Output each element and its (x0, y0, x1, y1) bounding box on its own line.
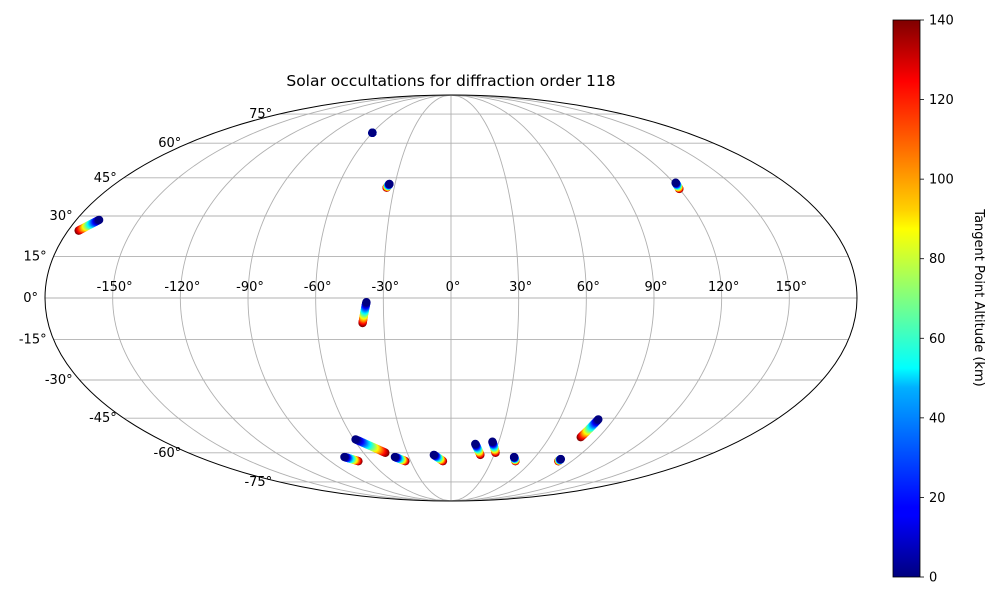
colorbar: 0 20 40 60 80 100 120 140 Tangent Point Altitud… (892, 14, 986, 586)
data-point (471, 439, 480, 449)
colorbar-label: Tangent Point Altitude (km) (971, 208, 986, 386)
lon-tick-label: 120° (708, 280, 739, 295)
occultation-track (74, 215, 104, 235)
lon-gridline (112, 94, 452, 502)
data-point (488, 437, 497, 446)
lat-tick-label: -60° (154, 446, 182, 461)
lon-gridline (450, 94, 790, 502)
colorbar-tick-label: 20 (929, 491, 946, 506)
colorbar-gradient (892, 19, 921, 578)
data-point (671, 178, 680, 187)
lon-tick-label: 30° (509, 280, 532, 295)
lat-tick-label: 45° (94, 171, 117, 186)
colorbar-tick-label: 0 (929, 571, 937, 586)
lon-gridline (247, 94, 452, 502)
colorbar-tick-label: 80 (929, 252, 946, 267)
occultation-track (509, 452, 520, 466)
lat-tick-label: 75° (249, 107, 272, 122)
lon-gridline (450, 94, 655, 502)
occultation-track (576, 415, 603, 442)
colorbar-ticks: 0 20 40 60 80 100 120 140 (920, 14, 954, 586)
map-outline (44, 94, 858, 502)
lon-gridline (315, 94, 452, 502)
lat-tick-label: -75° (244, 475, 272, 490)
data-point (556, 454, 565, 464)
lon-tick-label: 150° (776, 280, 807, 295)
occultation-track (429, 450, 448, 466)
chart-title: Solar occultations for diffraction order… (286, 72, 615, 90)
colorbar-tick-label: 140 (929, 14, 954, 29)
lat-tick-label: 0° (23, 291, 38, 306)
lat-tick-label: 30° (50, 209, 73, 224)
lon-tick-label: -150° (97, 280, 133, 295)
occultation-track (358, 297, 371, 328)
data-point (385, 179, 394, 189)
occultation-track (351, 435, 390, 457)
colorbar-tick-label: 40 (929, 411, 946, 426)
data-point (94, 215, 104, 225)
data-point (368, 128, 377, 137)
lon-tick-label: 0° (446, 280, 461, 295)
colorbar-tick-label: 100 (929, 173, 954, 188)
occultation-track (368, 128, 377, 137)
occultation-track (488, 437, 500, 457)
data-point (390, 452, 400, 462)
occultation-track (382, 179, 394, 192)
lat-tick-label: -30° (45, 373, 73, 388)
lon-gridline (450, 94, 723, 502)
data-point (594, 415, 603, 424)
occultation-track (390, 452, 410, 466)
lon-gridline (179, 94, 452, 502)
occultation-track (554, 454, 565, 466)
lon-tick-label: -60° (304, 280, 332, 295)
lon-gridline (450, 94, 587, 502)
data-point (429, 450, 439, 460)
colorbar-tick-label: 60 (929, 332, 946, 347)
lon-gridline (382, 94, 452, 502)
lon-tick-label: 90° (644, 280, 667, 295)
lat-tick-label: 15° (24, 249, 47, 264)
map-plot: -150° -120° -90° -60° -30° 0° 30° 60° 90° 120° 150… (19, 94, 858, 502)
lon-tick-label: -30° (371, 280, 399, 295)
lon-tick-label: -90° (236, 280, 264, 295)
occultation-track (471, 439, 485, 460)
data-point (362, 297, 371, 307)
lat-tick-label: 60° (158, 136, 181, 151)
lat-tick-label: -45° (89, 411, 117, 426)
lon-tick-label: 60° (577, 280, 600, 295)
lon-tick-label: -120° (164, 280, 200, 295)
data-point (509, 452, 519, 462)
occultation-track (671, 178, 684, 194)
colorbar-tick-label: 120 (929, 93, 954, 108)
occultation-track (340, 452, 363, 466)
data-point (340, 452, 349, 462)
data-point (351, 435, 360, 444)
lat-tick-label: -15° (19, 333, 47, 348)
